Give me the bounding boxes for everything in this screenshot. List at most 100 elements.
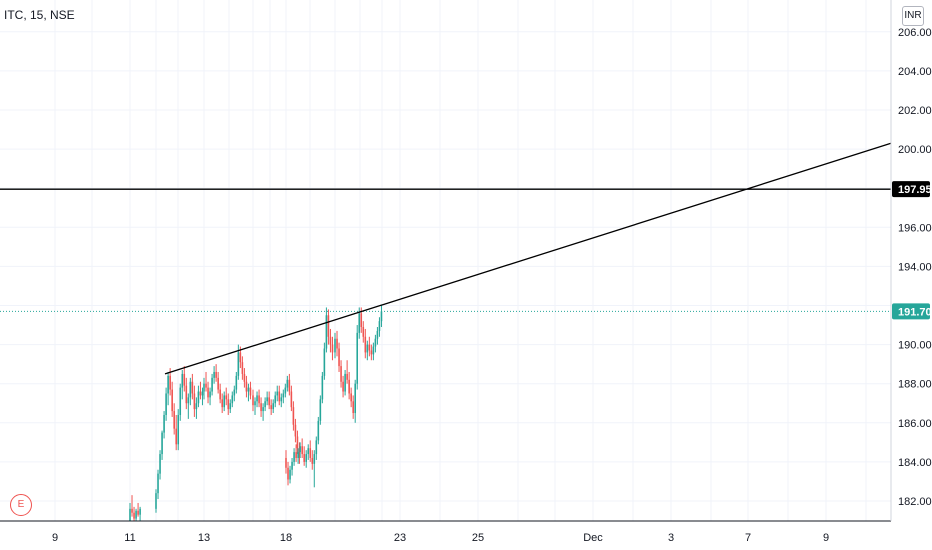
candle: [165, 387, 167, 421]
candle: [262, 403, 264, 421]
candle: [268, 391, 270, 410]
candle-body: [258, 395, 260, 404]
candle-body: [233, 389, 236, 396]
drawings: [0, 142, 892, 375]
grid: [0, 0, 891, 521]
price-tags: 197.95 191.70: [892, 181, 932, 320]
candle: [167, 371, 169, 406]
candle: [305, 450, 307, 468]
candle: [133, 506, 135, 523]
candle-body: [235, 375, 238, 390]
candle: [299, 442, 301, 458]
time-axis-bg[interactable]: [0, 521, 932, 550]
candle-body: [276, 391, 279, 396]
candle-body: [288, 379, 291, 392]
price-tick-label: 190.00: [898, 340, 932, 352]
candle: [298, 442, 301, 464]
candle-body: [327, 315, 330, 337]
candle-body: [358, 313, 361, 333]
candle: [203, 377, 205, 400]
candle-body: [315, 440, 318, 455]
candle-body: [256, 395, 258, 402]
candle: [201, 387, 204, 406]
candle: [285, 450, 287, 474]
candle-body: [296, 436, 299, 449]
candle: [235, 371, 238, 394]
candle: [241, 356, 244, 380]
candle: [207, 381, 209, 404]
candle: [161, 430, 163, 460]
candle-body: [356, 332, 359, 384]
candle: [247, 383, 250, 402]
currency-badge[interactable]: INR: [902, 6, 924, 26]
candle-body: [211, 377, 213, 392]
candle-body: [173, 411, 175, 429]
candle-body: [167, 375, 169, 394]
candle: [211, 373, 213, 396]
candle: [296, 430, 299, 455]
candle-body: [319, 399, 322, 421]
candle: [181, 370, 184, 400]
candle-body: [368, 344, 371, 351]
candle-body: [191, 381, 194, 394]
candle: [258, 389, 260, 408]
candlesticks: [129, 305, 383, 527]
candle-body: [266, 397, 268, 402]
candle-body: [193, 393, 196, 410]
trend-line[interactable]: [164, 142, 892, 375]
candle-body: [294, 424, 297, 437]
candle-body: [325, 315, 328, 349]
candle: [137, 502, 139, 517]
candle-body: [181, 373, 184, 388]
candle: [288, 373, 291, 396]
candle-body: [239, 352, 242, 363]
candle-body: [219, 389, 221, 400]
candle: [225, 387, 228, 406]
candle: [199, 381, 202, 400]
candle: [215, 364, 217, 382]
time-tick-label: 9: [52, 532, 58, 544]
candle: [286, 375, 289, 392]
candle: [317, 416, 320, 445]
candle: [163, 411, 165, 439]
candle-body: [175, 428, 177, 445]
candle-body: [299, 446, 301, 453]
candle: [274, 391, 277, 408]
candle: [362, 321, 365, 343]
candle: [378, 317, 381, 337]
candle-body: [262, 407, 264, 412]
candle: [245, 375, 248, 398]
candle-body: [282, 393, 285, 398]
symbol-title: ITC, 15, NSE: [4, 8, 75, 22]
candle-body: [221, 399, 223, 408]
candle: [380, 305, 383, 328]
candle: [340, 360, 342, 388]
candle-body: [272, 403, 274, 410]
candle-body: [321, 375, 324, 400]
candle: [197, 385, 200, 408]
candle-body: [311, 457, 314, 464]
candle: [348, 371, 350, 400]
candle: [213, 366, 215, 384]
time-tick-label: 11: [124, 532, 135, 544]
candle: [287, 461, 289, 486]
candle-body: [177, 414, 180, 445]
candle: [313, 450, 316, 488]
candle-body: [179, 387, 182, 415]
time-tick-label: 3: [668, 532, 674, 544]
candle: [303, 446, 305, 466]
candle-body: [231, 395, 234, 404]
candle-body: [378, 321, 381, 331]
candle: [219, 383, 221, 404]
price-tick-label: 202.00: [898, 105, 932, 117]
candle: [370, 344, 373, 361]
candle: [227, 393, 230, 415]
earnings-event-icon[interactable]: E: [10, 494, 32, 516]
candle-body: [331, 344, 334, 353]
candle: [350, 387, 352, 408]
price-axis-bg[interactable]: [891, 0, 932, 521]
candle-body: [376, 330, 379, 339]
